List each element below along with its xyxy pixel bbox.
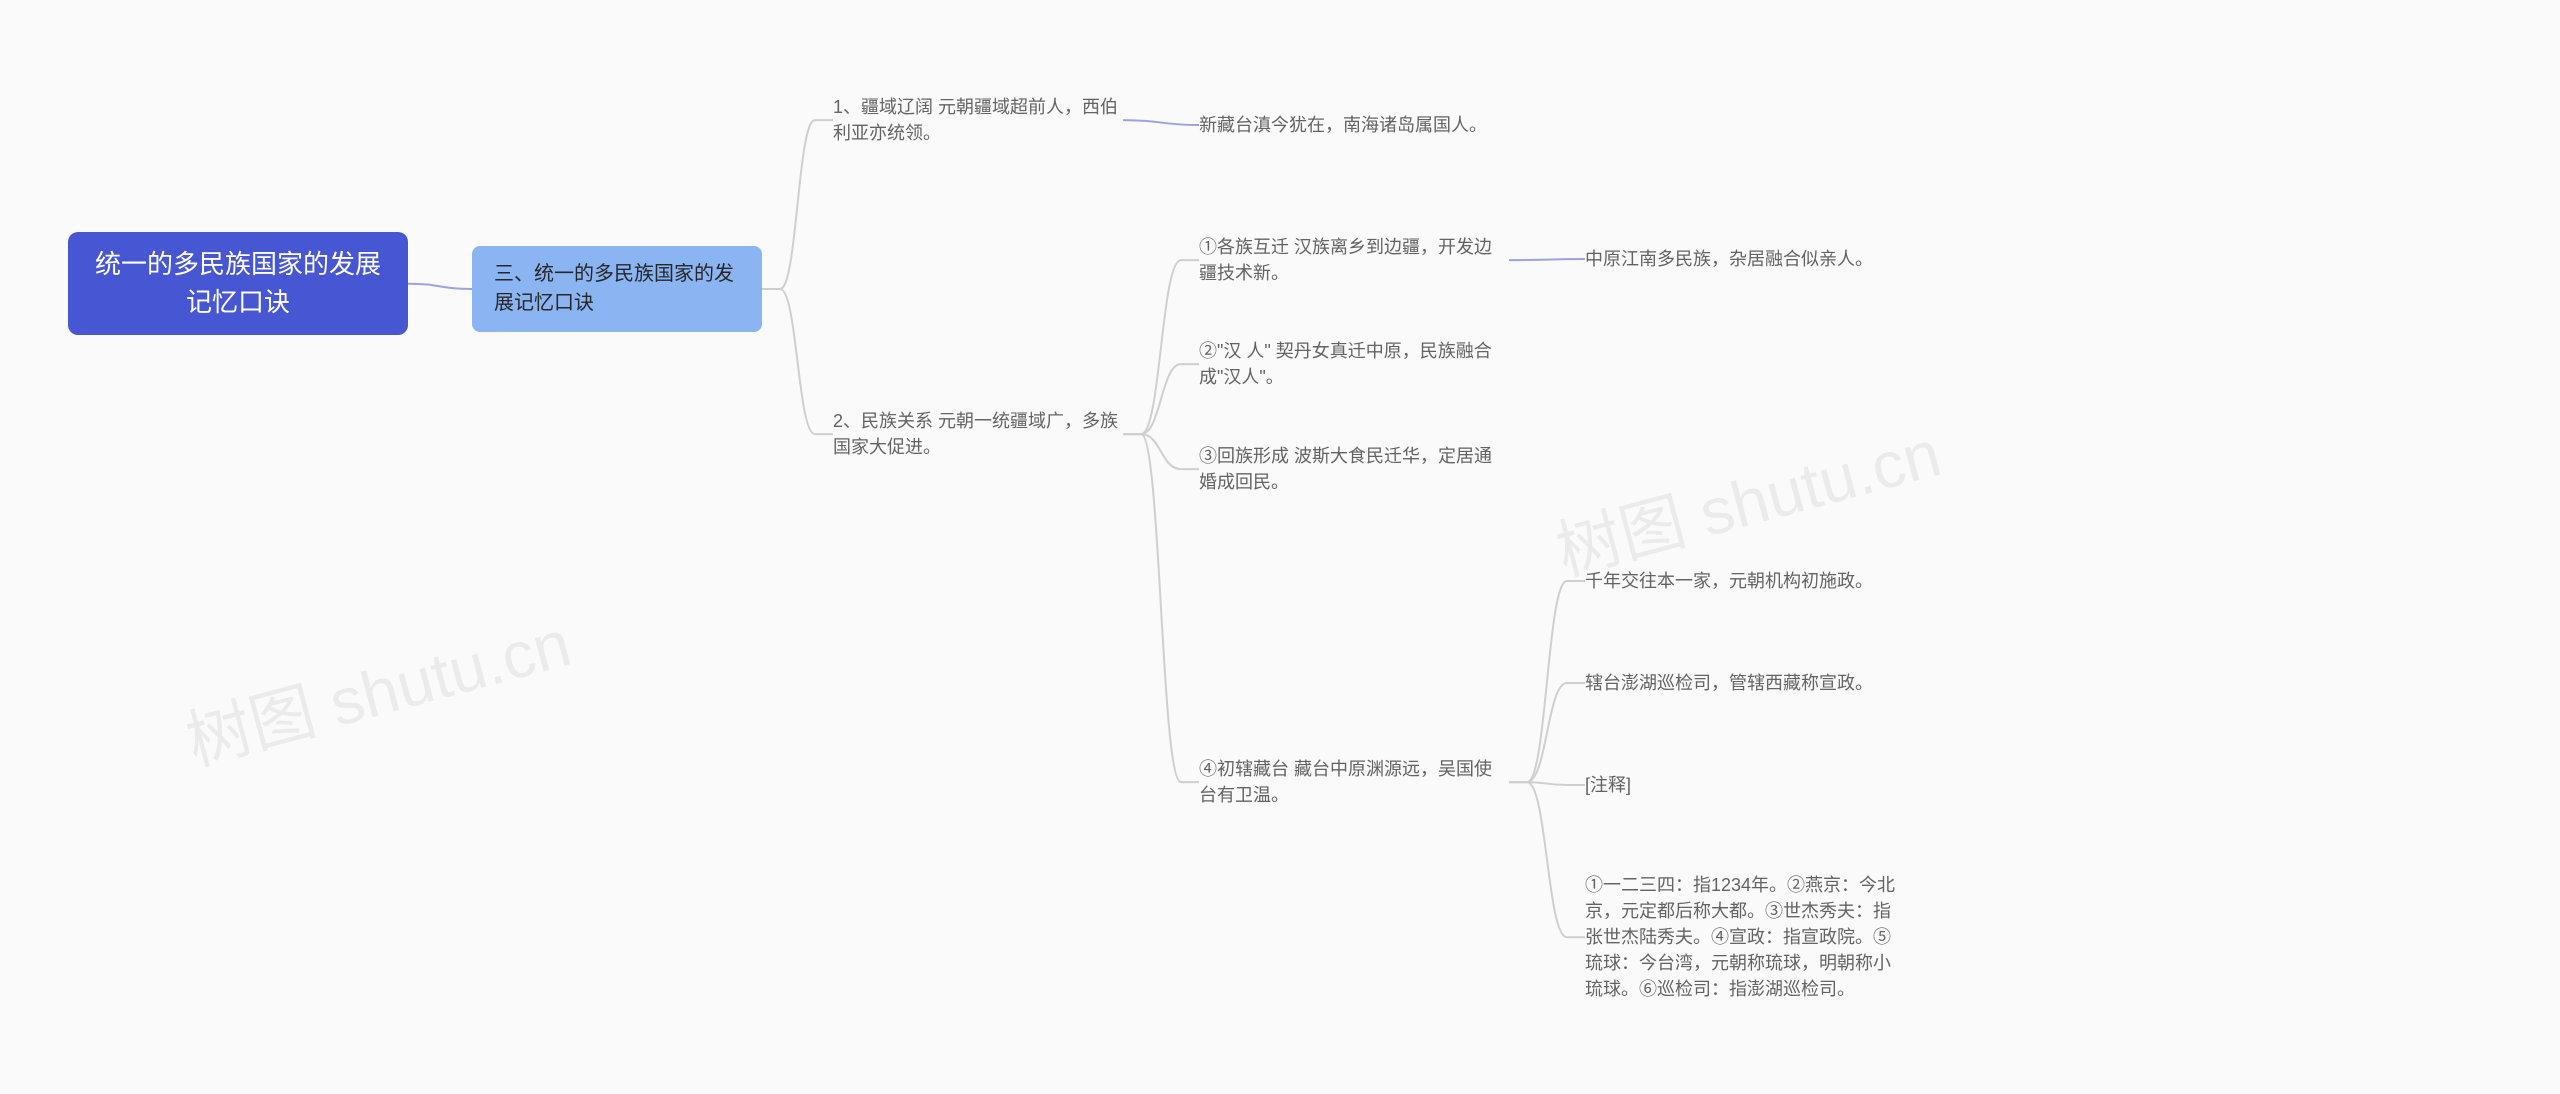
- leaf-b3[interactable]: ③回族形成 波斯大食民迁华，定居通婚成回民。: [1199, 443, 1509, 495]
- edge: [762, 120, 833, 289]
- edge: [1509, 683, 1585, 782]
- leaf-label: [注释]: [1585, 772, 1631, 798]
- root-node[interactable]: 统一的多民族国家的发展记忆口诀: [68, 232, 408, 335]
- edge: [1509, 782, 1585, 937]
- leaf-b4c[interactable]: [注释]: [1585, 772, 1631, 798]
- edge: [1123, 120, 1199, 125]
- root-label: 统一的多民族国家的发展记忆口诀: [90, 246, 386, 321]
- leaf-b4d[interactable]: ①一二三四：指1234年。②燕京：今北京，元定都后称大都。③世杰秀夫：指张世杰陆…: [1585, 872, 1905, 1002]
- leaf-b1[interactable]: ①各族互迁 汉族离乡到边疆，开发边疆技术新。: [1199, 234, 1509, 286]
- edge: [1123, 434, 1199, 782]
- leaf-b4[interactable]: ④初辖藏台 藏台中原渊源远，吴国使台有卫温。: [1199, 756, 1509, 808]
- level1-label: 三、统一的多民族国家的发展记忆口诀: [494, 260, 740, 318]
- edge: [1509, 782, 1585, 785]
- leaf-label: ①各族互迁 汉族离乡到边疆，开发边疆技术新。: [1199, 234, 1509, 286]
- watermark: 树图 shutu.cn: [175, 591, 580, 784]
- leaf-a1[interactable]: 新藏台滇今犹在，南海诸岛属国人。: [1199, 112, 1487, 138]
- leaf-b4a[interactable]: 千年交往本一家，元朝机构初施政。: [1585, 568, 1873, 594]
- edge: [408, 284, 472, 289]
- level1-node[interactable]: 三、统一的多民族国家的发展记忆口诀: [472, 246, 762, 332]
- edge: [1509, 259, 1585, 260]
- leaf-label: 1、疆域辽阔 元朝疆域超前人，西伯利亚亦统领。: [833, 94, 1123, 146]
- leaf-label: ①一二三四：指1234年。②燕京：今北京，元定都后称大都。③世杰秀夫：指张世杰陆…: [1585, 872, 1905, 1002]
- leaf-b1a[interactable]: 中原江南多民族，杂居融合似亲人。: [1585, 246, 1873, 272]
- edge: [1509, 581, 1585, 782]
- leaf-b[interactable]: 2、民族关系 元朝一统疆域广，多族国家大促进。: [833, 408, 1123, 460]
- leaf-a[interactable]: 1、疆域辽阔 元朝疆域超前人，西伯利亚亦统领。: [833, 94, 1123, 146]
- leaf-label: ④初辖藏台 藏台中原渊源远，吴国使台有卫温。: [1199, 756, 1509, 808]
- leaf-label: 新藏台滇今犹在，南海诸岛属国人。: [1199, 112, 1487, 138]
- leaf-label: 中原江南多民族，杂居融合似亲人。: [1585, 246, 1873, 272]
- edge-layer: [0, 0, 2560, 1094]
- leaf-label: 千年交往本一家，元朝机构初施政。: [1585, 568, 1873, 594]
- leaf-b2[interactable]: ②"汉 人" 契丹女真迁中原，民族融合成"汉人"。: [1199, 338, 1509, 390]
- leaf-label: 2、民族关系 元朝一统疆域广，多族国家大促进。: [833, 408, 1123, 460]
- edge: [1123, 260, 1199, 434]
- leaf-b4b[interactable]: 辖台澎湖巡检司，管辖西藏称宣政。: [1585, 670, 1873, 696]
- edge: [1123, 364, 1199, 434]
- edge: [762, 289, 833, 434]
- leaf-label: ②"汉 人" 契丹女真迁中原，民族融合成"汉人"。: [1199, 338, 1509, 390]
- watermark: 树图 shutu.cn: [1545, 401, 1950, 594]
- edge: [1123, 434, 1199, 469]
- leaf-label: ③回族形成 波斯大食民迁华，定居通婚成回民。: [1199, 443, 1509, 495]
- leaf-label: 辖台澎湖巡检司，管辖西藏称宣政。: [1585, 670, 1873, 696]
